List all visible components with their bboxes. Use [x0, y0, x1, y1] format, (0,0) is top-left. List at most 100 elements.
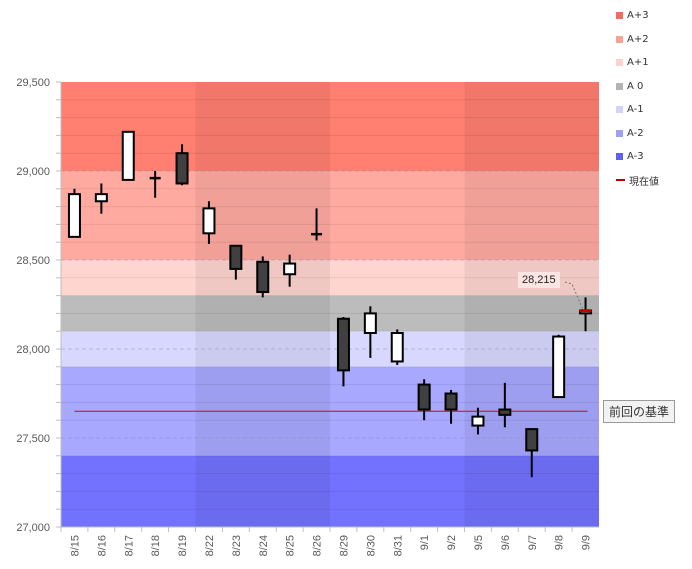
x-tick-label: 8/19 [177, 535, 189, 556]
candle [444, 389, 458, 424]
candle-body-down [498, 408, 512, 416]
legend-swatch-icon [616, 59, 623, 67]
band-aminus3 [61, 455, 599, 527]
x-tick-label: 9/2 [446, 535, 458, 550]
legend-label: A-1 [627, 104, 644, 116]
candle [311, 208, 323, 241]
candle-body-up [94, 193, 108, 203]
legend-swatch-icon [616, 153, 623, 161]
x-tick-label: 9/9 [581, 535, 593, 550]
legend-label: A-3 [627, 151, 644, 163]
candle-body-up [67, 193, 81, 238]
reference-line-label: 前回の基準 [603, 400, 676, 423]
candle [94, 183, 108, 214]
current-value-layer [564, 281, 592, 313]
x-tick-label: 8/15 [69, 535, 81, 556]
candle [256, 256, 270, 298]
legend-label: 現在値 [629, 176, 659, 188]
candle-body-down [229, 244, 243, 270]
x-tick-label: 9/1 [419, 535, 431, 550]
candle-body-up [552, 335, 566, 399]
y-tick-label: 28,000 [16, 344, 50, 356]
candle-body-down [175, 152, 189, 185]
candle [525, 428, 539, 478]
legend-item: A+3 [616, 4, 659, 28]
y-tick-label: 27,500 [16, 433, 50, 445]
candle [149, 171, 161, 198]
legend-item: A+1 [616, 51, 659, 75]
candle [229, 244, 243, 280]
x-tick-label: 8/29 [338, 535, 350, 556]
legend-item: A+2 [616, 28, 659, 52]
candle-body-down [444, 392, 458, 411]
current-value-label: 28,215 [518, 272, 560, 288]
candle-body-up [390, 331, 404, 363]
candle [471, 407, 485, 435]
x-tick-label: 9/8 [554, 535, 566, 550]
legend-swatch-icon [616, 35, 623, 43]
legend-label: A 0 [627, 80, 644, 92]
x-tick-label: 8/30 [365, 535, 377, 556]
candle-body-up [363, 312, 377, 334]
x-tick-label: 8/22 [204, 535, 216, 556]
candle [498, 382, 512, 428]
legend-label: A-2 [627, 127, 644, 139]
candle [175, 144, 189, 186]
legend-line-icon [616, 179, 625, 182]
band-a0 [61, 295, 599, 332]
candle [336, 316, 350, 387]
candle-body-down [256, 260, 270, 294]
legend-swatch-icon [616, 12, 623, 20]
legend-swatch-icon [616, 129, 623, 137]
candle [552, 334, 566, 399]
axes-layer: 27,000 27,500 28,000 28,500 29,000 29,500 8/15… [16, 77, 599, 556]
legend-item: A-2 [616, 122, 659, 146]
x-tick-label: 9/5 [473, 535, 485, 550]
candle [417, 379, 431, 421]
x-tick-label: 8/17 [123, 535, 135, 556]
x-tick-label: 9/6 [500, 535, 512, 550]
band-aplus3 [61, 82, 599, 171]
x-tick-label: 8/25 [285, 535, 297, 556]
candle-body-up [283, 262, 297, 276]
band-aminus1 [61, 331, 599, 367]
legend-item: A-1 [616, 98, 659, 122]
y-tick-label: 27,000 [16, 522, 50, 534]
candle-body-up [202, 207, 216, 235]
legend-label: A+1 [627, 57, 649, 69]
candle [67, 188, 81, 238]
legend-label: A+3 [627, 10, 649, 22]
legend: A+3 A+2 A+1 A 0 A-1 A-2 A-3 現在値 [616, 4, 659, 192]
legend-swatch-icon [616, 106, 623, 114]
legend-label: A+2 [627, 33, 649, 45]
week-shade [195, 82, 330, 527]
x-tick-label: 8/31 [392, 535, 404, 556]
x-tick-label: 8/18 [150, 535, 162, 556]
candle [283, 254, 297, 287]
x-tick-label: 8/26 [312, 535, 324, 556]
candle [202, 201, 216, 244]
x-tick-label: 8/23 [231, 535, 243, 556]
legend-item: 現在値 [616, 169, 659, 193]
y-tick-label: 28,500 [16, 255, 50, 267]
candle-body-down [525, 428, 539, 452]
band-aplus1 [61, 260, 599, 296]
candle-body-down [417, 383, 431, 411]
y-tick-label: 29,000 [16, 166, 50, 178]
candle [390, 329, 404, 366]
candle-body-up [471, 415, 485, 427]
x-tick-label: 8/24 [258, 535, 270, 556]
x-tick-label: 9/7 [527, 535, 539, 550]
band-aplus2 [61, 171, 599, 260]
grid-layer [61, 99, 599, 510]
current-value-leader [564, 281, 584, 309]
candles-layer [67, 130, 593, 478]
x-tick-label: 8/16 [96, 535, 108, 556]
candle [121, 130, 135, 181]
band-layer [61, 82, 599, 527]
candle [363, 306, 377, 358]
legend-item: A 0 [616, 75, 659, 99]
legend-swatch-icon [616, 82, 623, 90]
candle-body-down [336, 317, 350, 372]
